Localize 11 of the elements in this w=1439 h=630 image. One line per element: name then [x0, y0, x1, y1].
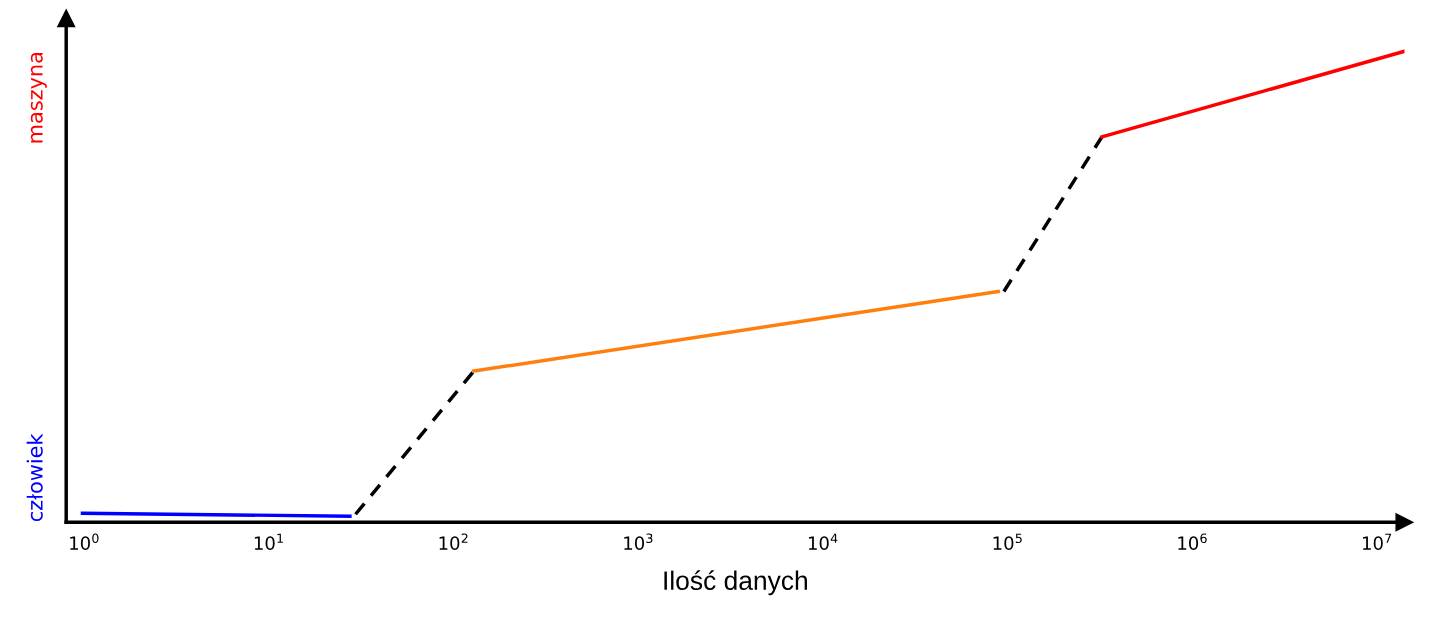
x-tick-label: 10$^{1}$: [254, 533, 283, 551]
x-tick-label: 10$^{0}$: [70, 533, 99, 550]
text: maszyna: [30, 53, 47, 143]
x-tick-label: 10$^{5}$: [993, 533, 1022, 551]
x-tick-label: 10$^{3}$: [624, 533, 653, 550]
x-tick-label: 10$^{7}$: [1363, 533, 1392, 551]
x-tick-label: 10$^{6}$: [1178, 533, 1207, 550]
x-tick-label: 10$^{4}$: [808, 533, 838, 551]
text: człowiek: [26, 433, 43, 522]
x-tick-label: 10$^{2}$: [439, 533, 468, 550]
x-axis-title: Ilość danych: [664, 570, 807, 596]
